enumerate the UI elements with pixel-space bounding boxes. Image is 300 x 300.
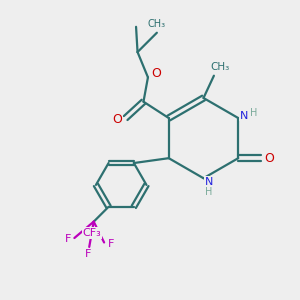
Text: O: O: [151, 67, 161, 80]
Text: F: F: [107, 239, 114, 249]
Text: O: O: [112, 113, 122, 126]
Text: CH₃: CH₃: [211, 62, 230, 72]
Text: F: F: [65, 235, 71, 244]
Text: N: N: [205, 177, 213, 187]
Text: H: H: [205, 187, 212, 196]
Text: N: N: [239, 111, 248, 121]
Text: CH₃: CH₃: [148, 20, 166, 29]
Text: CF₃: CF₃: [83, 228, 102, 238]
Text: F: F: [85, 249, 91, 260]
Text: H: H: [250, 108, 257, 118]
Text: O: O: [264, 152, 274, 165]
